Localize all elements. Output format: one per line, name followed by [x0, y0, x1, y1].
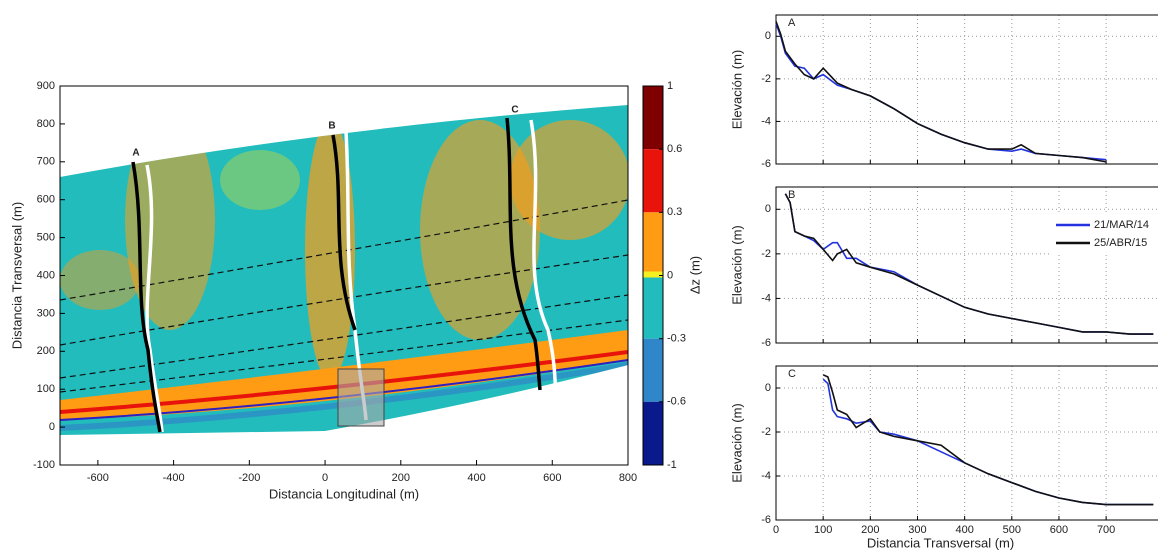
y-tick-label: -6 [761, 158, 771, 170]
y-tick-label: 600 [37, 194, 55, 206]
x-axis-label: Distancia Longitudinal (m) [269, 486, 419, 501]
colorbar-zero-band [643, 271, 663, 278]
colorbar-band [643, 401, 663, 465]
x-tick-label: 200 [392, 472, 410, 484]
y-tick-label: -6 [761, 514, 771, 526]
x-tick-label: -400 [163, 472, 185, 484]
x-tick-label: 600 [543, 472, 561, 484]
y-axis-label: Elevación (m) [729, 403, 744, 482]
y-tick-label: 0 [49, 421, 55, 433]
profile-line [784, 193, 1154, 335]
y-tick-label: -4 [761, 292, 771, 304]
x-tick-label: 700 [1097, 524, 1115, 536]
y-tick-label: 0 [765, 382, 771, 394]
profile-label: B [328, 121, 335, 132]
y-tick-label: -4 [761, 115, 771, 127]
profile-line [822, 378, 1154, 506]
y-tick-label: 700 [37, 156, 55, 168]
colorbar-tick-label: 0.6 [667, 143, 682, 155]
y-tick-label: 800 [37, 118, 55, 130]
y-tick-label: -2 [761, 426, 771, 438]
y-tick-label: 0 [765, 30, 771, 42]
axes-frame [775, 186, 1158, 344]
x-tick-label: 400 [467, 472, 485, 484]
profile-line [775, 21, 1107, 163]
y-tick-label: 400 [37, 269, 55, 281]
x-tick-label: 100 [814, 524, 832, 536]
colorbar-band [643, 275, 663, 339]
colorbar-tick-label: -1 [667, 459, 677, 471]
y-tick-label: 100 [37, 383, 55, 395]
colorbar-tick-label: -0.6 [667, 396, 686, 408]
x-tick-label: 400 [955, 524, 973, 536]
x-tick-label: 500 [1003, 524, 1021, 536]
legend-label: 25/ABR/15 [1094, 237, 1147, 249]
colorbar-band [643, 86, 663, 150]
y-tick-label: -6 [761, 337, 771, 349]
y-tick-label: -2 [761, 73, 771, 85]
colorbar-band [643, 338, 663, 402]
axes-frame [775, 365, 1158, 521]
panel-label: B [788, 189, 795, 201]
y-axis-label: Distancia Transversal (m) [9, 202, 24, 349]
colorbar-tick-label: -0.3 [667, 333, 686, 345]
x-axis-label: Distancia Transversal (m) [867, 535, 1014, 550]
profile-line [775, 23, 1107, 161]
colorbar-tick-label: 0.3 [667, 206, 682, 218]
x-tick-label: 600 [1050, 524, 1068, 536]
panel-label: C [788, 368, 796, 380]
x-tick-label: -600 [87, 472, 109, 484]
profile-label: C [511, 105, 518, 116]
x-tick-label: 300 [908, 524, 926, 536]
y-tick-label: 200 [37, 345, 55, 357]
colorbar-tick-label: 1 [667, 80, 673, 92]
legend-label: 21/MAR/14 [1094, 219, 1149, 231]
colorbar-band [643, 212, 663, 276]
colorbar-tick-label: 0 [667, 269, 673, 281]
colorbar-label: Δz (m) [687, 256, 702, 294]
y-tick-label: 900 [37, 80, 55, 92]
x-tick-label: 0 [773, 524, 779, 536]
colorbar-band [643, 149, 663, 213]
y-axis-label: Elevación (m) [729, 50, 744, 129]
x-tick-label: 800 [619, 472, 637, 484]
legend-box [1052, 215, 1158, 255]
y-tick-label: 500 [37, 232, 55, 244]
y-tick-label: -100 [33, 459, 55, 471]
axes-frame [775, 14, 1158, 165]
y-tick-label: -4 [761, 470, 771, 482]
panel-label: A [788, 17, 796, 29]
y-tick-label: 0 [765, 203, 771, 215]
profile-line [784, 193, 1154, 335]
map-surface [60, 105, 628, 435]
profile-line [822, 374, 1154, 506]
y-tick-label: -2 [761, 248, 771, 260]
x-tick-label: 200 [861, 524, 879, 536]
y-tick-label: 300 [37, 307, 55, 319]
profile-label: A [132, 148, 139, 159]
y-axis-label: Elevación (m) [729, 225, 744, 304]
x-tick-label: -200 [238, 472, 260, 484]
x-tick-label: 0 [322, 472, 328, 484]
